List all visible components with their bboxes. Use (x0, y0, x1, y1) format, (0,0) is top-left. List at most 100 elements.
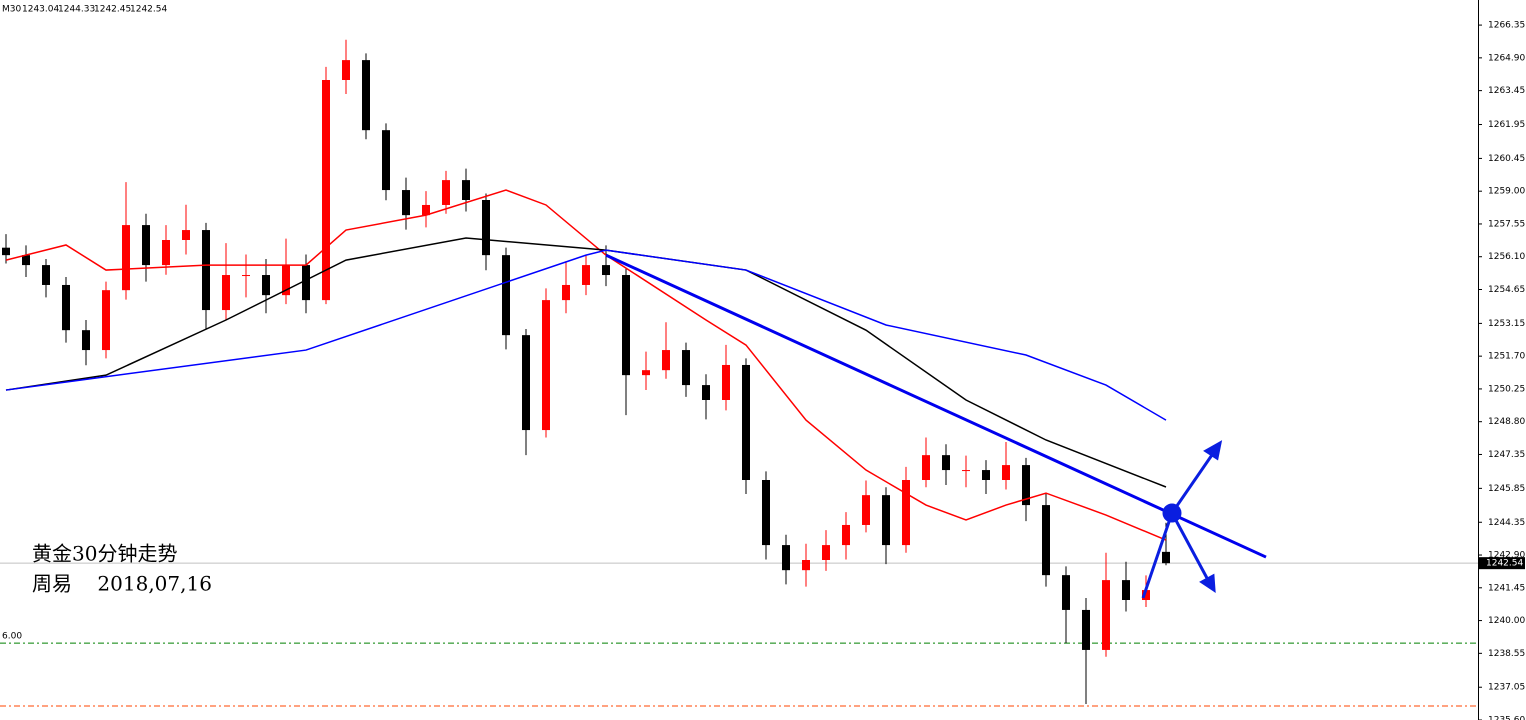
candle-body (302, 265, 310, 301)
y-tick-label: 1240.00 (1488, 616, 1525, 626)
candle-body (922, 455, 930, 480)
candle-body (542, 300, 550, 431)
arrows (1141, 440, 1223, 599)
ohlc-open: 1243.04 (22, 5, 59, 15)
candle-body (62, 284, 70, 331)
candle-body (482, 200, 490, 256)
y-tick-label: 1245.85 (1488, 484, 1525, 494)
moving-average (5, 189, 1167, 541)
y-tick-label: 1247.35 (1488, 450, 1525, 460)
moving-average (5, 249, 1167, 421)
candle-body (202, 230, 210, 311)
candle-body (582, 265, 590, 285)
candle-body (242, 275, 250, 277)
y-tick-label: 1235.60 (1488, 716, 1525, 720)
candle-body (622, 275, 630, 376)
candle-body (1062, 575, 1070, 610)
y-tick-label: 1242.90 (1488, 551, 1525, 561)
candle-body (182, 230, 190, 240)
header: M30 (2, 5, 21, 15)
candle-body (742, 364, 750, 480)
candle-body (382, 130, 390, 191)
candle-body (562, 284, 570, 301)
candle-body (1042, 505, 1050, 576)
candle-body (862, 495, 870, 525)
y-tick-label: 1259.00 (1488, 187, 1525, 197)
candle-body (702, 385, 710, 400)
y-tick-label: 1253.15 (1488, 319, 1525, 329)
y-tick-label: 1250.25 (1488, 384, 1525, 394)
arrow-node (1162, 503, 1182, 523)
y-tick-label: 1237.05 (1488, 683, 1525, 693)
current-price-box (1479, 557, 1525, 570)
y-tick-label: 1254.65 (1488, 285, 1525, 295)
candle-body (782, 545, 790, 571)
candle-body (942, 455, 950, 471)
candle-body (802, 560, 810, 571)
candle-body (842, 524, 850, 546)
y-tick-label: 1256.10 (1488, 252, 1525, 262)
y-tick-label: 1238.55 (1488, 649, 1525, 659)
y-tick-label: 1257.55 (1488, 219, 1525, 229)
current-price-label: 1242.54 (1486, 559, 1523, 569)
candle-body (762, 480, 770, 546)
candle-body (662, 350, 670, 371)
y-tick-label: 1251.70 (1488, 352, 1525, 362)
arrow-head (1203, 440, 1223, 461)
candle-body (642, 370, 650, 376)
candle-body (442, 180, 450, 205)
annotation-sub: 周易 2018,07,16 (32, 572, 212, 596)
candle-body (682, 350, 690, 386)
candle-body (22, 255, 30, 266)
candle-body (882, 495, 890, 546)
candle-body (522, 335, 530, 431)
candle-body (402, 190, 410, 216)
candle-body (142, 225, 150, 266)
y-tick-label: 1244.35 (1488, 518, 1525, 528)
candle-body (322, 80, 330, 301)
plot: 1266.35 1264.90 1263.45 1261.95 1260.45 1259.… (0, 21, 1525, 720)
y-tick-label: 1263.45 (1488, 86, 1525, 96)
ohlc-close: 1242.54 (130, 5, 167, 15)
candle-body (902, 480, 910, 546)
candle-body (822, 545, 830, 560)
candle-body (1022, 465, 1030, 506)
candle-body (422, 204, 430, 216)
arrow-line (1170, 512, 1210, 581)
trendline (605, 253, 1267, 559)
y-tick-label: 1264.90 (1488, 53, 1525, 63)
arrow-line (1170, 451, 1216, 514)
candle-body (222, 275, 230, 311)
candle-body (982, 470, 990, 480)
y-tick-label: 1248.80 (1488, 417, 1525, 427)
candle-body (342, 60, 350, 80)
arrow-line (1141, 512, 1174, 599)
candle-body (1082, 609, 1090, 650)
candle-body (502, 255, 510, 336)
candle-body (1162, 551, 1170, 564)
candle-body (122, 225, 130, 291)
candle-body (602, 265, 610, 276)
arrow-head (1199, 573, 1216, 593)
candle-body (282, 265, 290, 296)
y-tick-label: 1260.45 (1488, 154, 1525, 164)
annotation-title: 黄金30分钟走势 (32, 542, 177, 566)
candle-body (82, 330, 90, 351)
y-tick-label: 1266.35 (1488, 21, 1525, 31)
candle-body (962, 470, 970, 472)
candle-body (42, 265, 50, 285)
ohlc-high: 1244.33 (58, 5, 95, 15)
candle-body (462, 180, 470, 200)
ohlc-low: 1242.45 (94, 5, 131, 15)
candle-body (1002, 465, 1010, 480)
candle-body (1102, 580, 1110, 650)
candle-body (262, 275, 270, 296)
candle-body (722, 364, 730, 400)
candle-body (362, 60, 370, 131)
y-tick-label: 1261.95 (1488, 120, 1525, 130)
candle-body (102, 290, 110, 351)
y-tick-label: 1241.45 (1488, 583, 1525, 593)
candle-body (1142, 590, 1150, 600)
